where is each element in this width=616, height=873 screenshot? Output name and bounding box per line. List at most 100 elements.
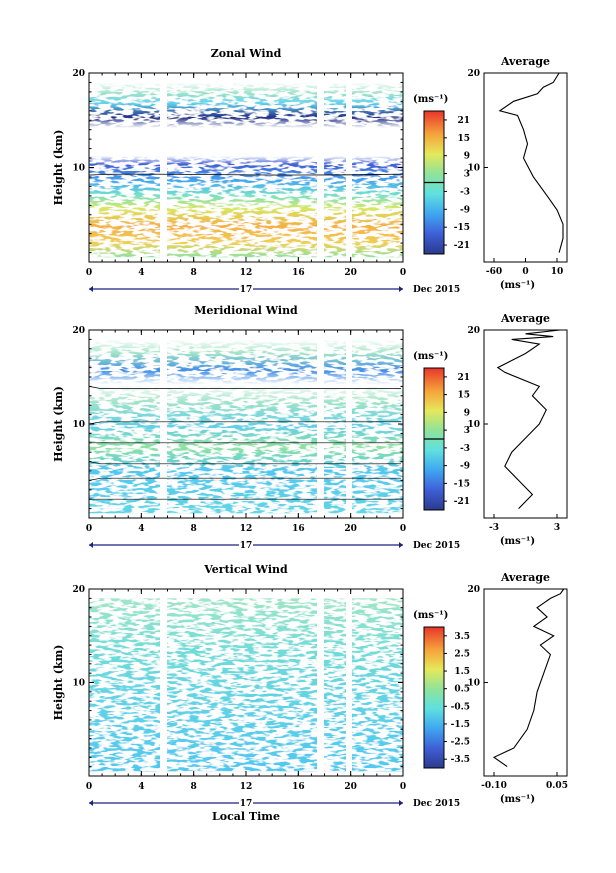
zero-contour xyxy=(88,173,404,176)
x-tick-label: 4 xyxy=(138,782,144,792)
colorbar-tick-label: -3 xyxy=(460,444,470,454)
x-tick-label: 0 xyxy=(86,524,92,534)
x-tick-label: 20 xyxy=(344,268,357,278)
date-bar-left-arrow xyxy=(89,542,93,548)
average-profile-line xyxy=(492,588,565,768)
field-image xyxy=(89,598,403,772)
y-tick-label: 20 xyxy=(72,69,85,79)
date-label: 17 xyxy=(240,799,253,809)
x-tick-label: 12 xyxy=(240,782,253,792)
average-y-tick-label: 10 xyxy=(467,679,480,689)
field-image xyxy=(89,82,403,258)
zero-contour-4 xyxy=(88,477,401,481)
y-axis-label: Height (km) xyxy=(52,386,65,462)
average-frame xyxy=(483,72,568,263)
colorbar-tick-label: -15 xyxy=(454,223,470,233)
average-x-tick-label: 10 xyxy=(551,267,564,277)
average-x-tick-label: 3 xyxy=(554,523,560,533)
colorbar-tick-label: 9 xyxy=(464,152,470,162)
average-title: Average xyxy=(500,55,550,68)
x-tick-label: 0 xyxy=(400,268,406,278)
colorbar-tick-label: 0.5 xyxy=(454,685,470,695)
average-y-tick-label: 20 xyxy=(467,326,480,336)
date-bar-right-arrow xyxy=(399,286,403,292)
colorbar-tick-label: -2.5 xyxy=(451,738,470,748)
colorbar-tick-label: -0.5 xyxy=(451,702,470,712)
colorbar-tick-label: 21 xyxy=(457,116,470,126)
colorbar-tick-label: 15 xyxy=(457,391,470,401)
data-gap-2 xyxy=(346,330,352,518)
date-suffix: Dec 2015 xyxy=(413,541,460,551)
field-image xyxy=(89,339,403,514)
data-gap-0 xyxy=(160,73,167,262)
zero-contour-3 xyxy=(88,461,401,465)
date-suffix: Dec 2015 xyxy=(413,285,460,295)
y-axis-label: Height (km) xyxy=(52,645,65,721)
date-label-bg xyxy=(239,540,253,550)
x-tick-label: 16 xyxy=(292,268,305,278)
date-bar-right-arrow xyxy=(399,800,403,806)
colorbar-tick-label: -3 xyxy=(460,187,470,197)
y-tick-label: 20 xyxy=(72,585,85,595)
x-tick-label: 20 xyxy=(344,782,357,792)
x-tick-label: 4 xyxy=(138,524,144,534)
colorbar xyxy=(423,626,445,769)
x-tick-label: 4 xyxy=(138,268,144,278)
x-tick-label: 0 xyxy=(400,782,406,792)
y-axis-label: Height (km) xyxy=(52,130,65,206)
average-profile-line xyxy=(496,329,561,509)
average-x-axis-label: (ms⁻¹) xyxy=(500,794,535,805)
date-suffix: Dec 2015 xyxy=(413,799,460,809)
average-y-tick-label: 10 xyxy=(467,164,480,174)
panel-title: Vertical Wind xyxy=(203,563,288,576)
x-tick-label: 20 xyxy=(344,524,357,534)
average-x-tick-label: 0 xyxy=(522,267,528,277)
colorbar-tick-label: -3.5 xyxy=(451,755,470,765)
x-tick-label: 16 xyxy=(292,782,305,792)
average-x-axis-label: (ms⁻¹) xyxy=(500,536,535,547)
data-gap-1 xyxy=(317,589,324,776)
x-tick-label: 12 xyxy=(240,268,253,278)
colorbar-tick-label: 15 xyxy=(457,134,470,144)
y-tick-label: 10 xyxy=(72,679,85,689)
colorbar-tick-label: 3 xyxy=(464,426,470,436)
data-gap-1 xyxy=(317,330,324,518)
colorbar-tick-label: 3.5 xyxy=(454,632,470,642)
average-y-tick-label: 20 xyxy=(467,69,480,79)
date-label-bg xyxy=(239,798,253,808)
date-bar-left-arrow xyxy=(89,286,93,292)
data-gap-2 xyxy=(346,589,352,776)
colorbar-unit: (ms⁻¹) xyxy=(413,610,448,621)
colorbar-tick-label: 1.5 xyxy=(454,667,470,677)
average-frame xyxy=(483,329,568,519)
colorbar-tick-label: -1.5 xyxy=(451,720,470,730)
colorbar-tick-label: -9 xyxy=(460,205,470,215)
data-gap-2 xyxy=(346,73,352,262)
x-tick-label: 12 xyxy=(240,524,253,534)
average-title: Average xyxy=(500,312,550,325)
date-label: 17 xyxy=(240,285,253,295)
average-x-tick-label: 0.05 xyxy=(546,781,568,791)
average-x-tick-label: -60 xyxy=(486,267,502,277)
y-tick-label: 10 xyxy=(72,164,85,174)
colorbar-unit: (ms⁻¹) xyxy=(413,351,448,362)
colorbar-tick-label: 9 xyxy=(464,408,470,418)
colorbar-tick-label: -21 xyxy=(454,497,470,507)
date-label-bg xyxy=(239,284,253,294)
colorbar-tick-label: 3 xyxy=(464,170,470,180)
panel-1: Meridional Wind 0 4 8 12 16 20 0 20 10 Height (km)… xyxy=(52,304,568,551)
colorbar-tick-label: -9 xyxy=(460,462,470,472)
panel-0: Zonal Wind 0 4 8 12 16 20 0 20 10 Height (km) 17 Dec… xyxy=(52,47,568,295)
date-label: 17 xyxy=(240,541,253,551)
date-bar-left-arrow xyxy=(89,800,93,806)
average-y-tick-label: 10 xyxy=(467,420,480,430)
average-x-axis-label: (ms⁻¹) xyxy=(500,280,535,291)
colorbar-tick-label: 2.5 xyxy=(454,649,470,659)
colorbar-unit: (ms⁻¹) xyxy=(413,94,448,105)
x-axis-label: Local Time xyxy=(212,810,280,823)
average-frame xyxy=(483,588,568,777)
x-tick-label: 8 xyxy=(191,782,197,792)
panel-2: Vertical Wind 0 4 8 12 16 20 0 20 10 Height (km) 17… xyxy=(52,563,568,823)
x-tick-label: 8 xyxy=(191,268,197,278)
average-y-tick-label: 20 xyxy=(467,585,480,595)
